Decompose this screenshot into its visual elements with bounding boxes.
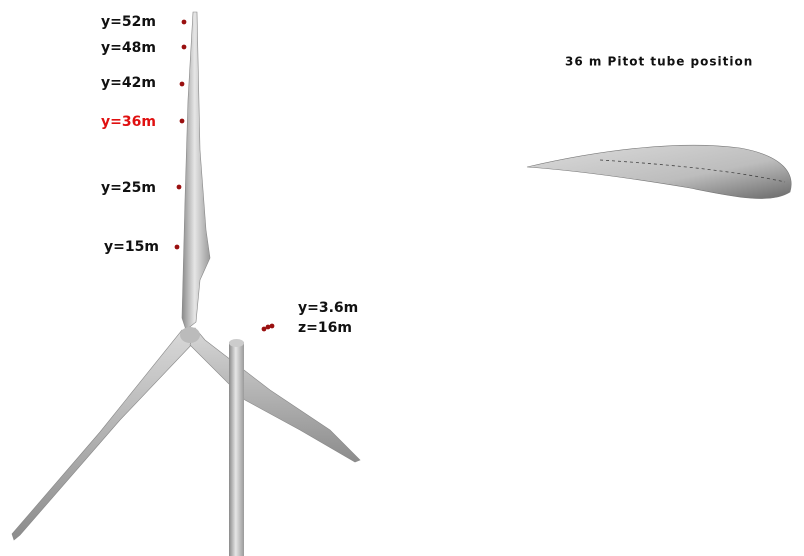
probe (270, 324, 275, 329)
tower-top (229, 339, 244, 347)
blade-right (190, 328, 360, 462)
page: y=52m y=48m y=42m y=36m y=25m y=15m y=3.… (0, 0, 804, 556)
blade-up (182, 12, 210, 330)
airfoil (527, 145, 791, 198)
probe (182, 45, 187, 50)
probe (177, 185, 182, 190)
probe-label: z=16m (298, 320, 352, 336)
span-label: y=48m (101, 40, 156, 56)
probe-label: y=3.6m (298, 300, 358, 316)
blade-left (12, 330, 196, 540)
probe (180, 82, 185, 87)
span-label: y=25m (101, 180, 156, 196)
turbine-diagram: y=52m y=48m y=42m y=36m y=25m y=15m y=3.… (0, 0, 804, 556)
probe (180, 119, 185, 124)
probe (175, 245, 180, 250)
tower (229, 342, 244, 556)
airfoil-title: 36 m Pitot tube position (565, 55, 753, 69)
probe (182, 20, 187, 25)
span-label: y=52m (101, 14, 156, 30)
span-label: y=15m (104, 239, 159, 255)
span-label: y=42m (101, 75, 156, 91)
span-label: y=36m (101, 114, 156, 130)
probe (266, 325, 271, 330)
hub (180, 327, 200, 343)
